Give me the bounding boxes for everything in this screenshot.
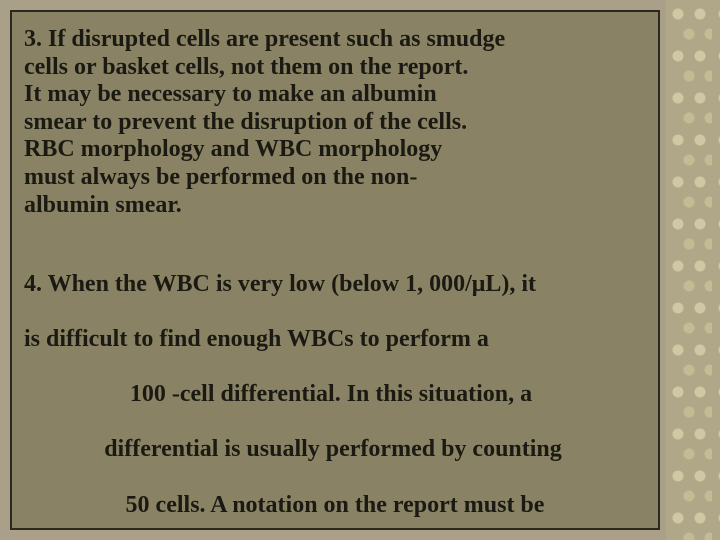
content-panel: 3. If disrupted cells are present such a… (10, 10, 660, 530)
p4-line-4: differential is usually performed by cou… (24, 436, 646, 464)
p4-line-3: 100 -cell differential. In this situatio… (24, 381, 646, 409)
paragraph-gap (24, 219, 646, 243)
paragraph-4: 4. When the WBC is very low (below 1, 00… (24, 243, 646, 540)
paragraph-3: 3. If disrupted cells are present such a… (24, 26, 646, 219)
right-decor-strip (666, 0, 720, 540)
p4-line-5: 50 cells. A notation on the report must … (24, 492, 646, 520)
slide-stage: 3. If disrupted cells are present such a… (0, 0, 720, 540)
p4-line-1: 4. When the WBC is very low (below 1, 00… (24, 271, 646, 299)
p4-line-2: is difficult to find enough WBCs to perf… (24, 326, 646, 354)
